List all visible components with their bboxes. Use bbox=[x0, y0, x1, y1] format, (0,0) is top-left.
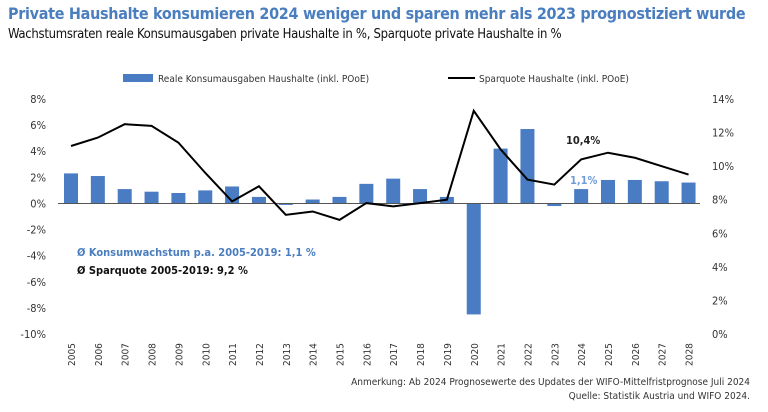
left-axis-tick: 8% bbox=[30, 93, 46, 106]
bar-2017 bbox=[386, 178, 401, 204]
bar-2025 bbox=[601, 179, 615, 204]
right-axis-tick: 8% bbox=[712, 194, 728, 207]
left-axis-tick: -8% bbox=[27, 302, 46, 315]
x-tick-label: 2016 bbox=[362, 343, 373, 366]
left-axis-tick: -6% bbox=[27, 276, 46, 289]
avg-saving-label: Ø Sparquote 2005-2019: 9,2 % bbox=[77, 264, 248, 277]
chart-subtitle: Wachstumsraten reale Konsumausgaben priv… bbox=[8, 27, 562, 42]
x-tick-label: 2009 bbox=[174, 343, 185, 366]
x-tick-label: 2019 bbox=[443, 343, 454, 366]
right-axis-tick: 12% bbox=[712, 127, 734, 140]
x-tick-label: 2020 bbox=[470, 343, 481, 366]
left-axis-tick: 2% bbox=[30, 171, 46, 184]
right-axis-tick: 10% bbox=[712, 160, 734, 173]
bar-2028 bbox=[681, 182, 696, 204]
legend-bar-swatch bbox=[123, 74, 153, 82]
x-tick-label: 2017 bbox=[389, 343, 400, 366]
x-tick-label: 2022 bbox=[523, 343, 534, 366]
bar-2026 bbox=[627, 179, 642, 204]
bar-2018 bbox=[413, 189, 428, 204]
bar-2008 bbox=[144, 191, 159, 204]
bar-2024 bbox=[574, 189, 589, 204]
left-axis-tick: -2% bbox=[27, 224, 46, 237]
legend-line-label: Sparquote Haushalte (inkl. POoE) bbox=[479, 74, 629, 85]
chart-title: Private Haushalte konsumieren 2024 wenig… bbox=[8, 4, 746, 23]
bar-2006 bbox=[90, 176, 105, 204]
bar-2020 bbox=[466, 203, 481, 315]
bar-2021 bbox=[493, 148, 508, 204]
bar-2015 bbox=[332, 196, 347, 204]
right-axis-tick: 4% bbox=[712, 261, 728, 274]
left-axis-tick: 0% bbox=[30, 197, 46, 210]
left-axis-tick: 6% bbox=[30, 119, 46, 132]
bar-2013 bbox=[278, 203, 293, 205]
bar-2009 bbox=[171, 193, 186, 204]
bar-2005 bbox=[64, 173, 78, 204]
x-tick-label: 2027 bbox=[658, 343, 669, 366]
x-tick-label: 2028 bbox=[685, 343, 696, 366]
bar-2016 bbox=[359, 183, 374, 204]
right-axis-tick: 6% bbox=[712, 227, 728, 240]
x-tick-label: 2018 bbox=[416, 343, 427, 366]
bar-2027 bbox=[654, 181, 669, 204]
x-tick-label: 2014 bbox=[309, 343, 320, 366]
sparquote-line bbox=[70, 108, 689, 221]
x-tick-label: 2023 bbox=[550, 343, 561, 366]
right-axis-tick: 0% bbox=[712, 328, 728, 341]
x-tick-label: 2015 bbox=[336, 343, 347, 366]
avg-consumption-label: Ø Konsumwachstum p.a. 2005-2019: 1,1 % bbox=[77, 246, 316, 259]
remark-note: Anmerkung: Ab 2024 Prognosewerte des Upd… bbox=[351, 377, 750, 388]
x-tick-label: 2024 bbox=[577, 343, 588, 366]
x-tick-label: 2006 bbox=[94, 343, 105, 366]
x-tick-label: 2021 bbox=[497, 343, 508, 366]
x-tick-label: 2012 bbox=[255, 343, 266, 366]
right-axis-tick: 2% bbox=[712, 294, 728, 307]
annotation-line-2024: 10,4% bbox=[566, 134, 600, 147]
bar-2012 bbox=[251, 196, 266, 204]
left-axis-tick: 4% bbox=[30, 145, 46, 158]
bar-2007 bbox=[117, 189, 132, 204]
x-tick-label: 2026 bbox=[631, 343, 642, 366]
x-tick-label: 2010 bbox=[201, 343, 212, 366]
bar-2022 bbox=[520, 129, 535, 204]
x-tick-label: 2013 bbox=[282, 343, 293, 366]
x-tick-label: 2005 bbox=[67, 343, 78, 366]
x-tick-label: 2007 bbox=[121, 343, 132, 366]
left-axis-tick: -10% bbox=[20, 328, 46, 341]
bar-2014 bbox=[305, 199, 320, 204]
annotation-bar-2024: 1,1% bbox=[570, 174, 598, 187]
x-tick-label: 2025 bbox=[604, 343, 615, 366]
source-note: Quelle: Statistik Austria und WIFO 2024. bbox=[568, 391, 750, 402]
bar-2010 bbox=[198, 190, 213, 204]
x-tick-label: 2008 bbox=[148, 343, 159, 366]
bar-2023 bbox=[547, 203, 562, 207]
x-tick-label: 2011 bbox=[228, 343, 239, 366]
right-axis-tick: 14% bbox=[712, 93, 734, 106]
left-axis-tick: -4% bbox=[27, 250, 46, 263]
legend-bar-label: Reale Konsumausgaben Haushalte (inkl. PO… bbox=[158, 74, 369, 85]
